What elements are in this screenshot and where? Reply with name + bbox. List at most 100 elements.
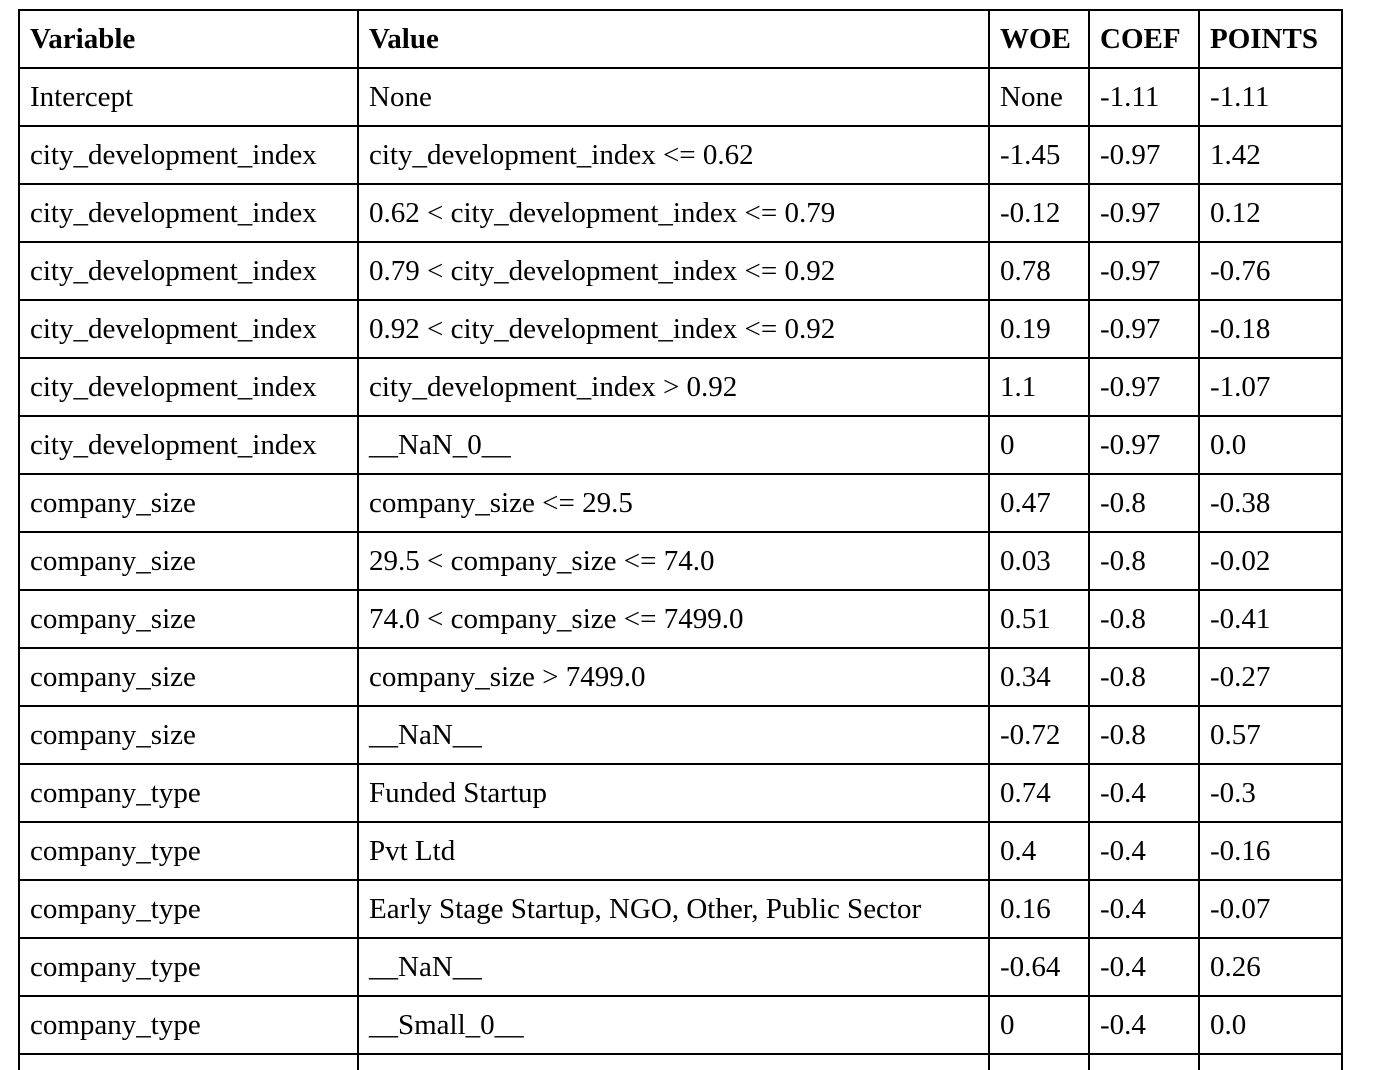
cell-woe: 0 [988,415,1090,475]
cell-variable: city_development_index [18,241,359,301]
table-row: company_type __Small_0__ 0 -0.4 0.0 [18,995,1343,1055]
cell-value: city_development_index > 0.92 [357,357,990,417]
cell-coef: -0.8 [1088,473,1200,533]
table-row: city_development_index 0.62 < city_develo… [18,183,1343,243]
cell-coef: -0.4 [1088,821,1200,881]
cell-variable: company_type [18,763,359,823]
cell-woe: None [988,67,1090,127]
table-row: company_type Funded Startup 0.74 -0.4 -0.3 [18,763,1343,823]
cell-woe: 0.03 [988,531,1090,591]
table-row: company_type __NaN__ -0.64 -0.4 0.26 [18,937,1343,997]
cell-value: Pvt Ltd [357,821,990,881]
cell-coef: -0.8 [1088,531,1200,591]
cell-variable: city_development_index [18,299,359,359]
cell-woe: 0.4 [988,821,1090,881]
cell-woe: -0.72 [988,705,1090,765]
table-row: company_size 74.0 < company_size <= 7499.… [18,589,1343,649]
cell-variable: city_development_index [18,183,359,243]
cell-value [357,1053,990,1070]
cell-woe [988,1053,1090,1070]
cell-coef: -0.97 [1088,183,1200,243]
cell-variable: company_size [18,647,359,707]
cell-coef: -0.97 [1088,415,1200,475]
table-row: city_development_index 0.79 < city_develo… [18,241,1343,301]
cell-woe: 0.78 [988,241,1090,301]
table-body: Intercept None None -1.11 -1.11 city_developm… [18,67,1343,1070]
cell-coef: -0.97 [1088,299,1200,359]
table-row: city_development_index city_development_i… [18,357,1343,417]
cell-coef: -0.8 [1088,647,1200,707]
cell-woe: 1.1 [988,357,1090,417]
cell-coef: -0.8 [1088,589,1200,649]
header-points: POINTS [1198,9,1343,69]
scorecard-table: Variable Value WOE COEF POINTS Intercept… [18,9,1343,1070]
cell-woe: -0.12 [988,183,1090,243]
cell-value: city_development_index <= 0.62 [357,125,990,185]
cell-value: 0.79 < city_development_index <= 0.92 [357,241,990,301]
header-woe: WOE [988,9,1090,69]
cell-value: company_size <= 29.5 [357,473,990,533]
cell-variable: company_size [18,589,359,649]
cell-woe: -1.45 [988,125,1090,185]
cell-points: -0.27 [1198,647,1343,707]
cell-woe: 0.47 [988,473,1090,533]
cell-variable: Intercept [18,67,359,127]
cell-coef: -0.97 [1088,241,1200,301]
cell-variable: company_type [18,995,359,1055]
cell-value: 0.62 < city_development_index <= 0.79 [357,183,990,243]
table-row: company_type Early Stage Startup, NGO, Ot… [18,879,1343,939]
table-header: Variable Value WOE COEF POINTS [18,9,1343,69]
cell-value: 29.5 < company_size <= 74.0 [357,531,990,591]
cell-points: -0.02 [1198,531,1343,591]
cell-points: 0.12 [1198,183,1343,243]
cell-variable: company_type [18,879,359,939]
cell-variable: company_size [18,531,359,591]
cell-variable: city_development_index [18,125,359,185]
cell-points: -0.3 [1198,763,1343,823]
table-row: company_size __NaN__ -0.72 -0.8 0.57 [18,705,1343,765]
cell-value: Funded Startup [357,763,990,823]
cell-value: None [357,67,990,127]
cell-variable: company_size [18,473,359,533]
cell-variable: city_development_index [18,415,359,475]
cell-coef: -0.4 [1088,879,1200,939]
table-row: company_type Pvt Ltd 0.4 -0.4 -0.16 [18,821,1343,881]
cell-points: 0.26 [1198,937,1343,997]
table-row: company_size company_size <= 29.5 0.47 -0.8… [18,473,1343,533]
table-row: Intercept None None -1.11 -1.11 [18,67,1343,127]
header-value: Value [357,9,990,69]
cell-points: -0.07 [1198,879,1343,939]
cell-points: -0.16 [1198,821,1343,881]
cell-coef: -0.4 [1088,995,1200,1055]
cell-woe: 0.51 [988,589,1090,649]
table-row [18,1053,1343,1070]
cell-woe: 0.16 [988,879,1090,939]
cell-points: 0.0 [1198,415,1343,475]
cell-value: __Small_0__ [357,995,990,1055]
cell-value: __NaN__ [357,937,990,997]
cell-points [1198,1053,1343,1070]
cell-variable: city_development_index [18,357,359,417]
cell-coef: -0.97 [1088,125,1200,185]
cell-points: -1.11 [1198,67,1343,127]
cell-points: -0.76 [1198,241,1343,301]
cell-points: 0.57 [1198,705,1343,765]
cell-coef [1088,1053,1200,1070]
cell-variable: company_type [18,937,359,997]
header-row: Variable Value WOE COEF POINTS [18,9,1343,69]
table-row: city_development_index 0.92 < city_develo… [18,299,1343,359]
cell-woe: 0 [988,995,1090,1055]
header-coef: COEF [1088,9,1200,69]
cell-value: __NaN__ [357,705,990,765]
cell-points: 1.42 [1198,125,1343,185]
cell-coef: -0.97 [1088,357,1200,417]
cell-value: 0.92 < city_development_index <= 0.92 [357,299,990,359]
cell-variable: company_size [18,705,359,765]
cell-coef: -0.4 [1088,763,1200,823]
table-row: city_development_index __NaN_0__ 0 -0.97 0.0 [18,415,1343,475]
cell-woe: 0.19 [988,299,1090,359]
cell-coef: -0.4 [1088,937,1200,997]
table-row: company_size company_size > 7499.0 0.34 -0.… [18,647,1343,707]
cell-value: company_size > 7499.0 [357,647,990,707]
cell-woe: 0.74 [988,763,1090,823]
